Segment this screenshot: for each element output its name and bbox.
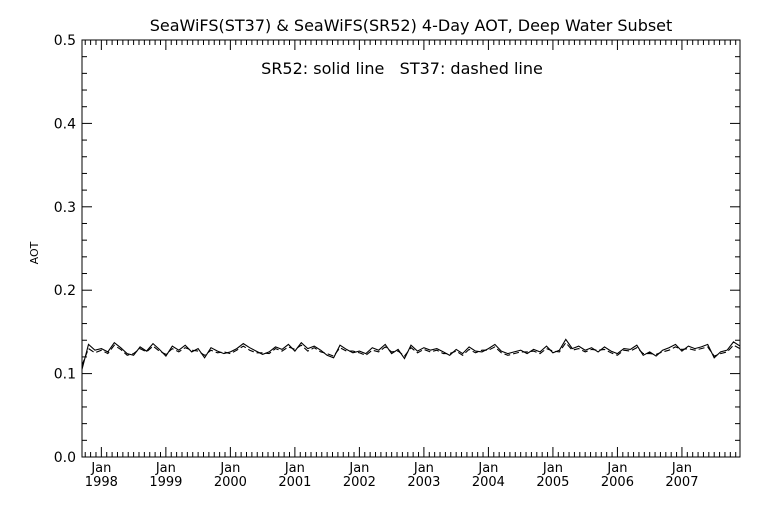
x-tick-label-year: 2004 (472, 475, 505, 490)
x-tick-label-month: Jan (284, 461, 305, 476)
x-tick-label-year: 1998 (85, 475, 118, 490)
line-style-annotation: SR52: solid line ST37: dashed line (261, 59, 543, 78)
x-tick-label-month: Jan (477, 461, 498, 476)
y-tick-label: 0.3 (54, 200, 76, 216)
chart-title: SeaWiFS(ST37) & SeaWiFS(SR52) 4-Day AOT,… (150, 16, 673, 35)
plot-frame (81, 39, 741, 458)
series-line-dashed (81, 341, 741, 366)
x-tick-label-month: Jan (155, 461, 176, 476)
x-tick-label-year: 2006 (601, 475, 634, 490)
y-axis-ticks: 0.0 0.1 0.2 0.3 0.4 0.5 (54, 33, 740, 466)
x-tick-label-year: 2005 (536, 475, 569, 490)
y-tick-label: 0.1 (54, 367, 76, 383)
x-tick-label-month: Jan (542, 461, 563, 476)
y-tick-label: 0.4 (54, 116, 76, 132)
x-tick-label-month: Jan (413, 461, 434, 476)
x-axis-ticks: Jan1998Jan1999Jan2000Jan2001Jan2002Jan20… (84, 40, 737, 490)
x-tick-label-month: Jan (348, 461, 369, 476)
x-tick-label-year: 2000 (214, 475, 247, 490)
x-tick-label-month: Jan (90, 461, 111, 476)
x-tick-label-year: 2001 (278, 475, 311, 490)
series-group (81, 338, 741, 370)
x-tick-label-month: Jan (671, 461, 692, 476)
y-tick-label: 0.5 (54, 33, 76, 49)
x-tick-label-year: 2002 (343, 475, 376, 490)
x-tick-label-year: 2007 (665, 475, 698, 490)
x-tick-label-month: Jan (606, 461, 627, 476)
y-axis-label: AOT (28, 241, 41, 264)
y-tick-label: 0.0 (54, 450, 76, 466)
x-tick-label-year: 2003 (407, 475, 440, 490)
series-line-solid (81, 338, 741, 370)
x-tick-label-month: Jan (219, 461, 240, 476)
x-tick-label-year: 1999 (149, 475, 182, 490)
y-tick-label: 0.2 (54, 283, 76, 299)
